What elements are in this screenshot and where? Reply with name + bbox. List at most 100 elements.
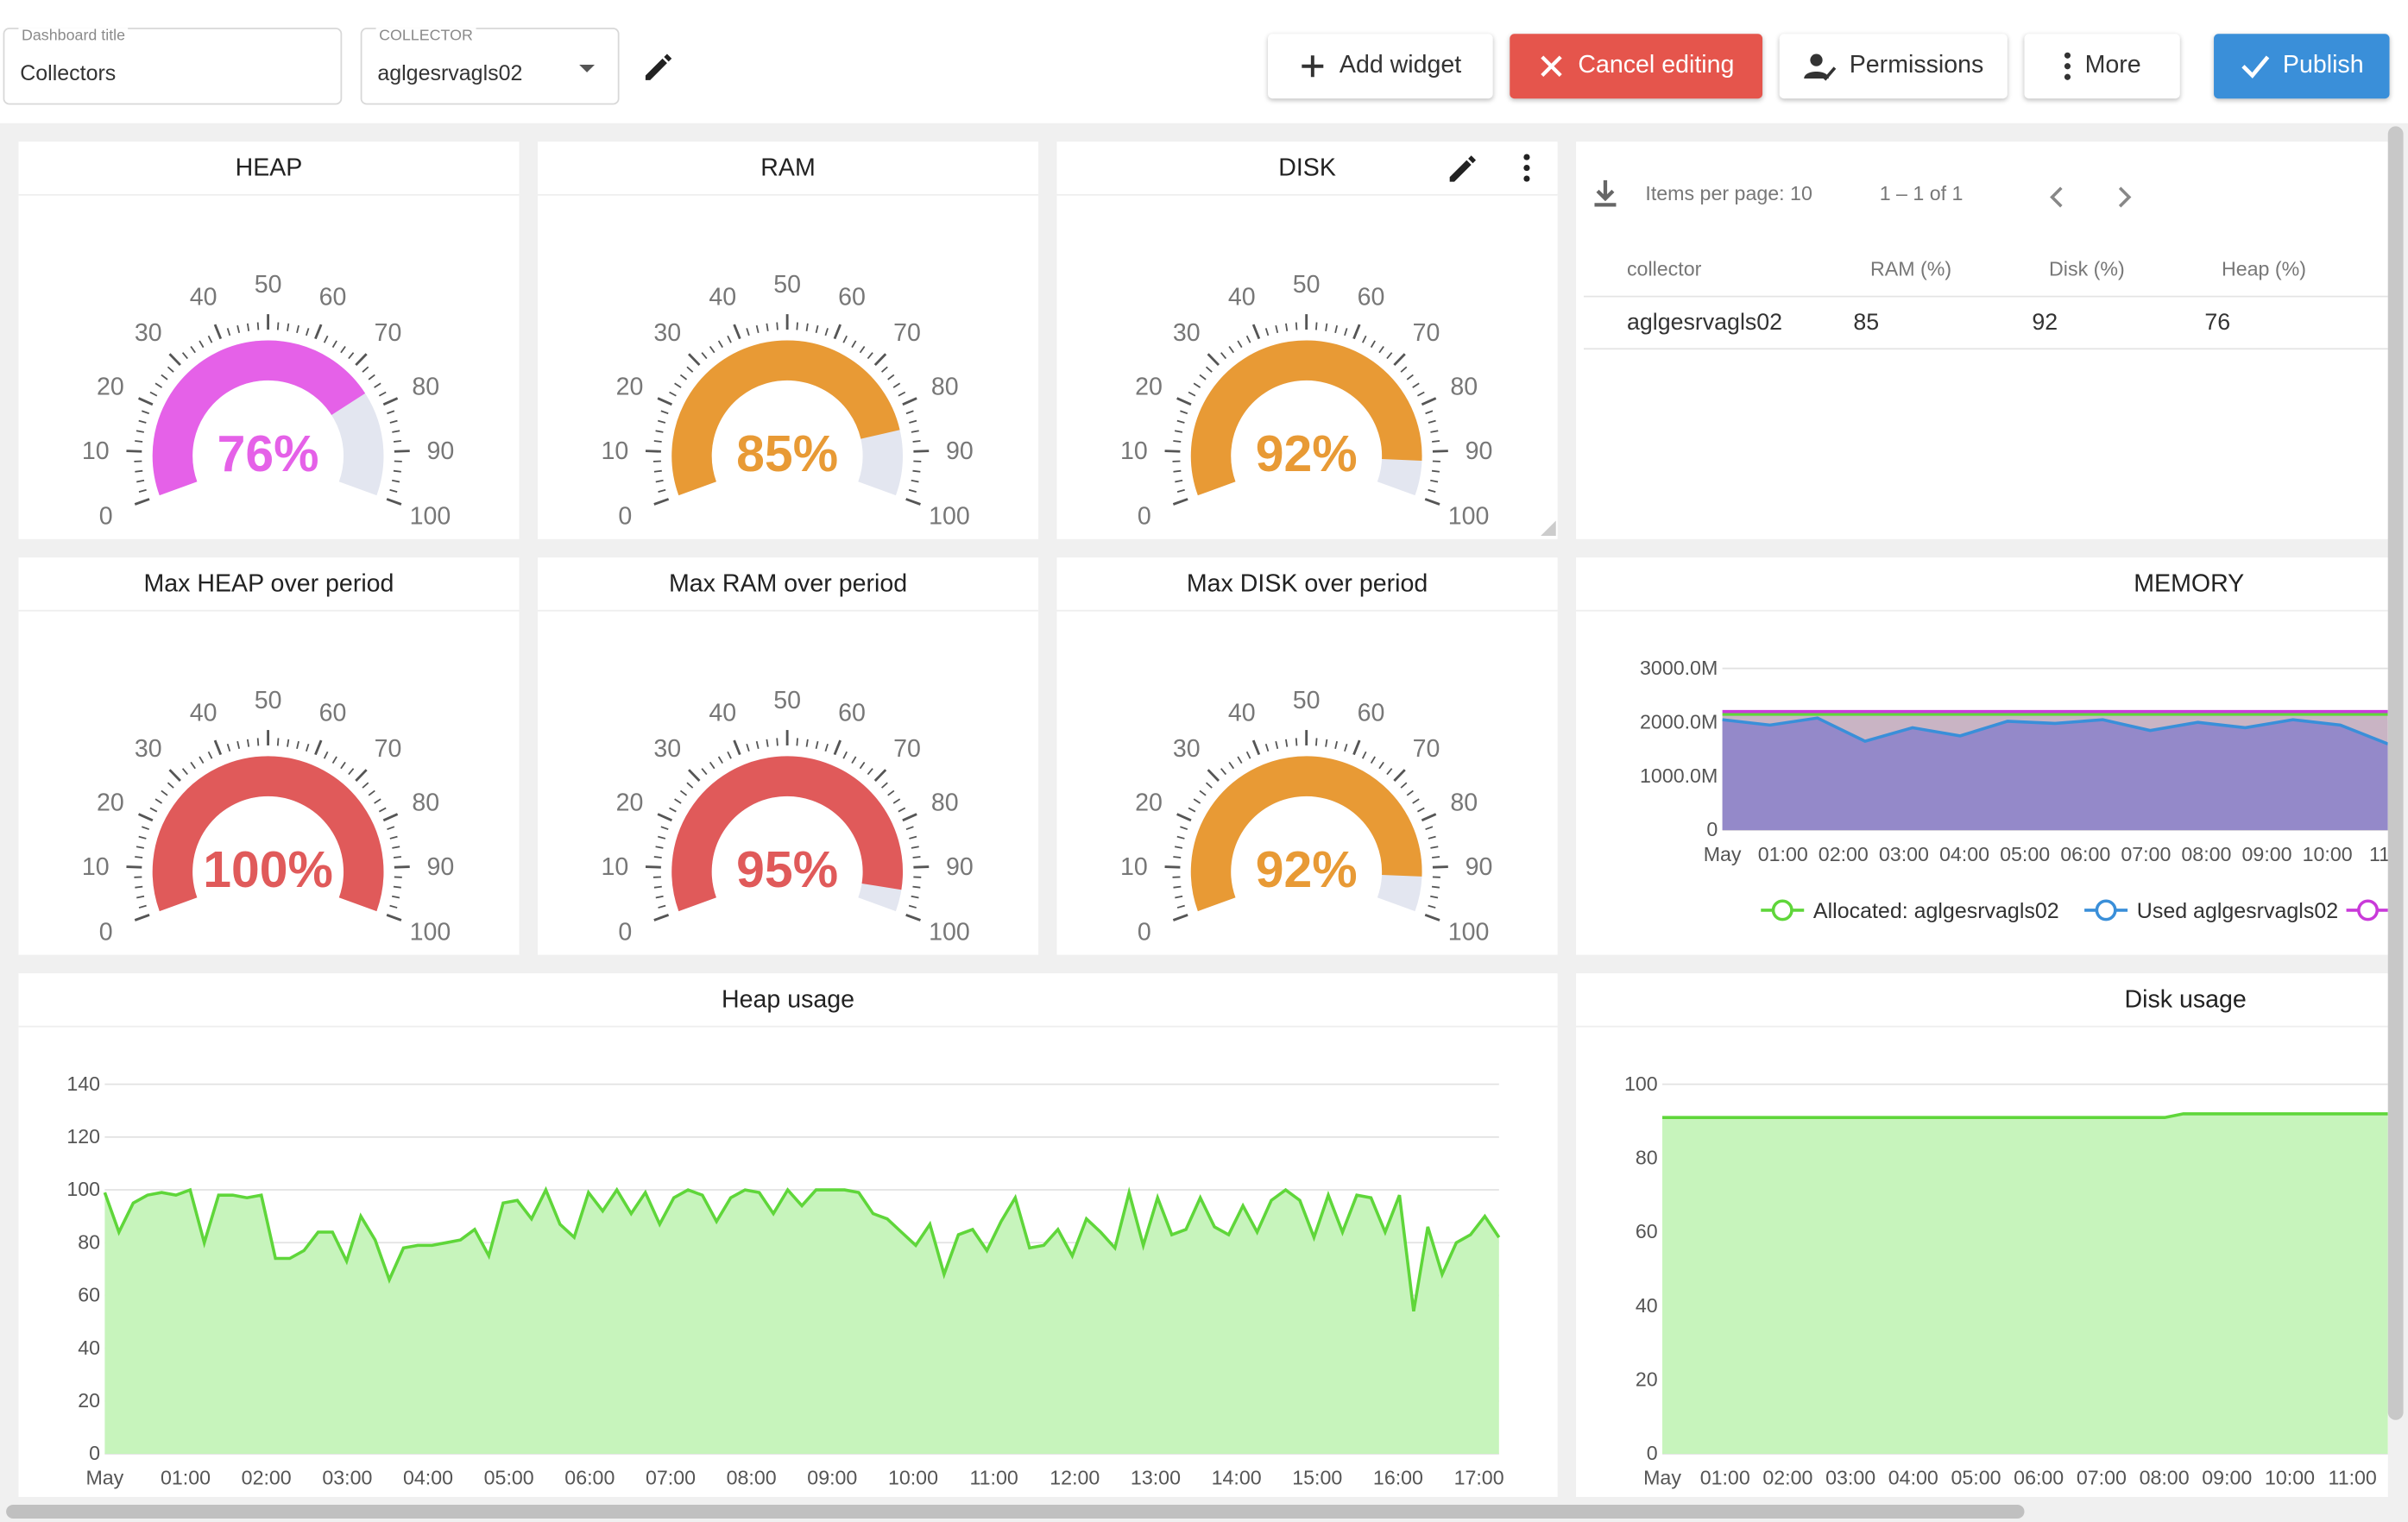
gauge-tick	[1176, 835, 1185, 840]
gauge-scale-label: 50	[1293, 687, 1321, 714]
gauge-tick	[908, 904, 917, 909]
gauge-scale-label: 10	[601, 853, 628, 881]
heap-usage-card: Heap usage 0 20 40 60 80 100 120 140 May 01:00 02:…	[18, 973, 1558, 1498]
gauge-tick	[766, 323, 769, 331]
gauge-card-ram[interactable]: RAM 0 10 20 30 40 50 60 70 80 90 100 85%	[537, 142, 1039, 539]
gauge-tick	[851, 756, 857, 764]
gauge-tick	[386, 498, 402, 506]
gauge-tick	[1386, 352, 1393, 360]
x-tick-label: 12:00	[1050, 1467, 1100, 1489]
gauge-scale-label: 90	[1466, 853, 1493, 881]
gauge-tick	[1176, 419, 1185, 424]
gauge-tick	[913, 450, 930, 453]
add-widget-button[interactable]: Add widget	[1268, 34, 1493, 99]
publish-button[interactable]: Publish	[2214, 34, 2390, 99]
x-tick-label: 16:00	[1373, 1467, 1423, 1489]
gauge-tick	[653, 469, 662, 473]
gauge-tick	[1245, 335, 1251, 343]
edit-title-pencil-icon[interactable]	[641, 49, 675, 83]
gauge-tick	[1237, 756, 1243, 764]
gauge-scale-label: 30	[135, 319, 162, 347]
download-icon[interactable]	[1592, 179, 1619, 210]
gauge-card-max-heap[interactable]: Max HEAP over period 0 10 20 30 40 50 60 70 80 90…	[18, 557, 520, 955]
disk-usage-chart: 0 20 40 60 80 100 May 01:00 02:00 03:00 04:00 05:00…	[1624, 1072, 2388, 1489]
gauge-tick	[1432, 440, 1440, 443]
more-vert-icon[interactable]	[1519, 153, 1535, 184]
gauge-tick	[392, 430, 400, 433]
gauge-tick	[389, 835, 398, 840]
gauge-card-heap[interactable]: HEAP 0 10 20 30 40 50 60 70 80 90 100 76%	[18, 142, 520, 539]
gauge-value-arc	[671, 756, 903, 912]
gauge-tick	[657, 397, 673, 406]
column-header[interactable]: collector	[1626, 257, 1702, 280]
header-divider	[1583, 295, 2388, 298]
gauge-card-max-ram[interactable]: Max RAM over period 0 10 20 30 40 50 60 70 80 90 1…	[537, 557, 1039, 955]
legend-marker	[2095, 899, 2117, 921]
collector-select[interactable]: COLLECTOR aglgesrvagls02	[360, 28, 620, 105]
cancel-editing-button[interactable]: Cancel editing	[1510, 34, 1763, 99]
y-tick-label: 80	[1636, 1146, 1658, 1168]
gauge-tick	[1228, 761, 1235, 770]
gauge-tick	[323, 751, 329, 759]
gauge-tick	[746, 744, 750, 752]
edit-widget-pencil-icon[interactable]	[1445, 149, 1482, 186]
gauge-tick	[653, 498, 670, 506]
vertical-scrollbar[interactable]	[2387, 126, 2404, 1420]
x-tick-label: 04:00	[1888, 1467, 1938, 1489]
gauge-tick	[913, 865, 930, 869]
gauge-scale-label: 50	[255, 687, 282, 714]
horizontal-scrollbar[interactable]	[6, 1504, 2025, 1519]
gauge-tick	[805, 323, 809, 331]
series-line	[103, 1186, 1501, 1312]
memory-chart: 0 1000.0M 2000.0M 3000.0M May 01:00 02:00 03:00…	[1640, 657, 2388, 923]
dashboard-title-field[interactable]: Dashboard title Collectors	[3, 28, 343, 105]
gauge-card-disk[interactable]: DISK 0 10 20 30 40 50 60 70 80 90 100 92%	[1056, 142, 1558, 539]
gauge-scale-label: 90	[427, 853, 455, 881]
x-tick-label: 07:00	[646, 1467, 696, 1489]
gauge-scale-label: 50	[773, 271, 801, 299]
gauge-scale-label: 40	[1228, 700, 1256, 727]
chevron-left-icon[interactable]	[2047, 185, 2065, 210]
gauge-tick	[658, 904, 666, 909]
gauge-tick	[213, 324, 223, 340]
gauge-tick	[653, 885, 662, 889]
disk-usage-card: Disk usage 0 20 40 60 80 100 May 01:00 02:00 03:0…	[1576, 973, 2388, 1498]
chevron-right-icon[interactable]	[2115, 185, 2134, 210]
resize-handle-icon[interactable]	[1541, 520, 1556, 537]
gauge-tick	[1251, 324, 1261, 340]
items-per-page[interactable]: Items per page: 10	[1645, 181, 1812, 205]
gauge-tick	[1393, 353, 1406, 367]
gauge-title: Max DISK over period	[1056, 557, 1558, 612]
more-button[interactable]: More	[2024, 34, 2180, 99]
gauge-tick	[135, 440, 143, 443]
gauge-scale-label: 0	[618, 502, 632, 530]
gauge-tick	[1199, 374, 1207, 380]
gauge-tick	[1176, 813, 1192, 822]
gauge-scale-label: 10	[1120, 853, 1148, 881]
gauge-tick	[1430, 846, 1439, 849]
table-row[interactable]: aglgesrvagls02 85 92 76	[1583, 298, 2388, 350]
gauge-tick	[1430, 895, 1439, 899]
gauge-card-max-disk[interactable]: Max DISK over period 0 10 20 30 40 50 60 70 80 90…	[1056, 557, 1558, 955]
gauge-tick	[154, 382, 163, 388]
gauge-tick	[393, 469, 401, 473]
column-header[interactable]: Disk (%)	[2049, 257, 2125, 280]
gauge-scale-label: 70	[375, 735, 402, 763]
y-tick-label: 1000.0M	[1640, 764, 1718, 787]
dashboard-title-input[interactable]: Collectors	[20, 60, 117, 85]
gauge-tick	[137, 397, 154, 406]
gauge-tick	[833, 739, 842, 756]
gauge-tick	[1174, 846, 1183, 849]
gauge-tick	[1424, 914, 1440, 921]
column-header[interactable]: RAM (%)	[1869, 257, 1952, 280]
gauge-scale-label: 30	[135, 735, 162, 763]
gauge-tick	[1406, 374, 1414, 380]
gauge-tick	[386, 914, 402, 921]
x-tick-label: 11:0	[2369, 843, 2388, 865]
gauge-tick	[1251, 739, 1261, 756]
x-tick-label: 10:00	[2303, 843, 2353, 865]
permissions-button[interactable]: Permissions	[1779, 34, 2008, 99]
column-header[interactable]: Heap (%)	[2221, 257, 2307, 280]
gauge-tick	[168, 353, 181, 367]
x-tick-label: 01:00	[1758, 843, 1808, 865]
